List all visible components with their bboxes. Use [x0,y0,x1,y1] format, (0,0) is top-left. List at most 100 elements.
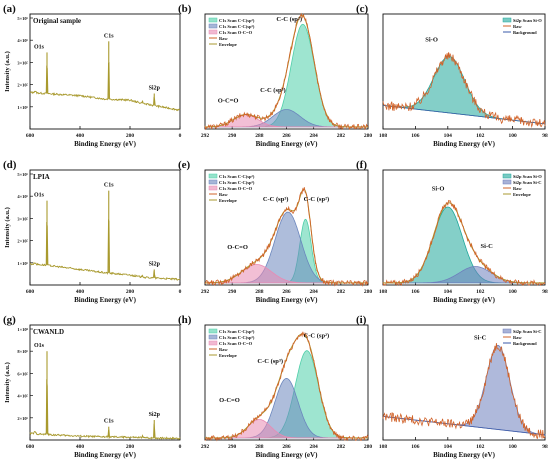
peak-label: O1s [34,44,45,50]
y-tick-label: 1×10⁶ [17,327,28,332]
legend-swatch [208,328,218,334]
panel-d: (d) 600 400 200 0 Binding Energy (eV) LPIA 1×10… [3,159,182,304]
panel-i: (i) 108 106 104 102 100 98 Binding Energy (eV) S… [356,314,548,459]
x-tick-label: 286 [282,444,291,450]
panel-label: (b) [178,3,192,15]
panel-subtitle: CWANLD [33,328,64,336]
legend-label: Envelope [219,198,237,203]
fit-component [383,266,545,284]
peak-annotation: C-C (sp²) [276,16,302,23]
y-tick-label: 6×10⁵ [17,371,28,376]
raw-line [204,331,369,442]
axis-frame [382,324,546,441]
x-axis-label: Binding Energy (eV) [256,451,319,459]
x-tick-label: 400 [76,444,85,450]
legend: C1s Scan C-C(sp²)C1s Scan C-C(sp³)C1s Sc… [208,17,255,47]
x-tick-label: 106 [411,444,420,450]
x-tick-label: 0 [179,444,182,450]
axis-frame [29,13,181,130]
legend-label: C1s Scan C-C(sp³) [219,335,255,340]
x-tick-label: 200 [126,133,135,139]
legend-swatch [208,23,218,29]
background-line [382,415,546,436]
x-tick-label: 98 [542,289,548,295]
x-tick-label: 284 [310,133,319,139]
x-tick-label: 200 [126,289,135,295]
x-tick-label: 400 [76,289,85,295]
y-tick-label: 4×10⁵ [17,38,28,43]
y-tick-label: 1×10⁵ [17,105,28,110]
panel-b: (b) 292 290 288 286 284 282 280 Binding Energy (… [178,3,372,148]
x-tick-label: 292 [201,289,210,295]
legend-label: C1s Scan O-C=O [219,341,253,346]
peak-label: O1s [34,343,45,349]
fit-component [205,377,368,439]
x-tick-label: 102 [476,444,485,450]
x-tick-label: 284 [310,444,319,450]
y-tick-label: 3×10⁵ [17,60,28,65]
raw-line [204,12,369,131]
legend-swatch [502,173,512,179]
x-axis-label: Binding Energy (eV) [74,140,137,148]
legend-swatch [208,179,218,185]
y-tick-label: 2×10⁵ [17,239,28,244]
x-tick-label: 106 [411,289,420,295]
legend-swatch [208,173,218,179]
survey-spectrum [29,219,181,281]
x-axis-label: Binding Energy (eV) [74,296,137,304]
x-tick-label: 0 [179,289,182,295]
panel-label: (a) [3,3,16,15]
y-tick-label: 2×10⁵ [17,416,28,421]
legend-label: Envelope [219,42,237,47]
x-tick-label: 282 [337,289,346,295]
raw-line [204,187,369,287]
x-tick-label: 284 [310,289,319,295]
peak-annotation: C-C (sp²) [304,332,330,339]
panel-h: (h) 292 290 288 286 284 282 280 Binding Energy (… [178,314,372,459]
x-tick-label: 282 [337,133,346,139]
legend-label: C1s Scan O-C=O [219,30,253,35]
x-tick-label: 292 [201,444,210,450]
legend-swatch [502,17,512,23]
x-tick-label: 290 [228,444,237,450]
peak-label: Si2p [149,85,161,91]
legend-label: C1s Scan C-C(sp²) [219,18,255,23]
y-tick-label: 3×10⁵ [17,216,28,221]
fit-component [382,56,546,125]
x-tick-label: 0 [179,133,182,139]
x-tick-label: 98 [542,133,548,139]
y-tick-label: 1×10⁵ [17,261,28,266]
x-tick-label: 600 [26,133,35,139]
y-tick-label: 2×10⁵ [17,83,28,88]
peak-annotation: O-C=O [219,397,240,404]
x-tick-label: 282 [337,444,346,450]
peak-label: C1s [104,419,114,425]
peak-annotation: C-C (sp³) [263,196,289,203]
raw-line [382,52,546,129]
peak-annotation: Si-C [474,334,487,341]
x-tick-label: 600 [26,444,35,450]
background-line [382,104,546,125]
axis-frame [29,324,181,441]
panel-label: (h) [178,314,192,326]
x-tick-label: 280 [364,289,373,295]
x-tick-label: 280 [364,133,373,139]
x-tick-label: 280 [364,444,373,450]
legend-swatch [502,328,512,334]
fit-component [205,419,368,439]
legend-swatch [208,185,218,191]
x-axis-label: Binding Energy (eV) [256,296,319,304]
panel-label: (f) [356,159,367,171]
legend-label: Si2p Scan Si-O [513,174,542,179]
peak-annotation: Si-O [425,37,438,44]
panel-f: (f) 108 106 104 102 100 98 Binding Energy (eV) S… [356,159,548,304]
legend-swatch [208,334,218,340]
panel-g: (g) 600 400 200 0 Binding Energy (eV) CWANLD 2×… [3,314,182,459]
panel-subtitle: Original sample [33,17,81,25]
x-tick-label: 108 [379,133,388,139]
legend-label: Raw [219,347,228,352]
x-tick-label: 400 [76,133,85,139]
panel-label: (i) [356,314,367,326]
